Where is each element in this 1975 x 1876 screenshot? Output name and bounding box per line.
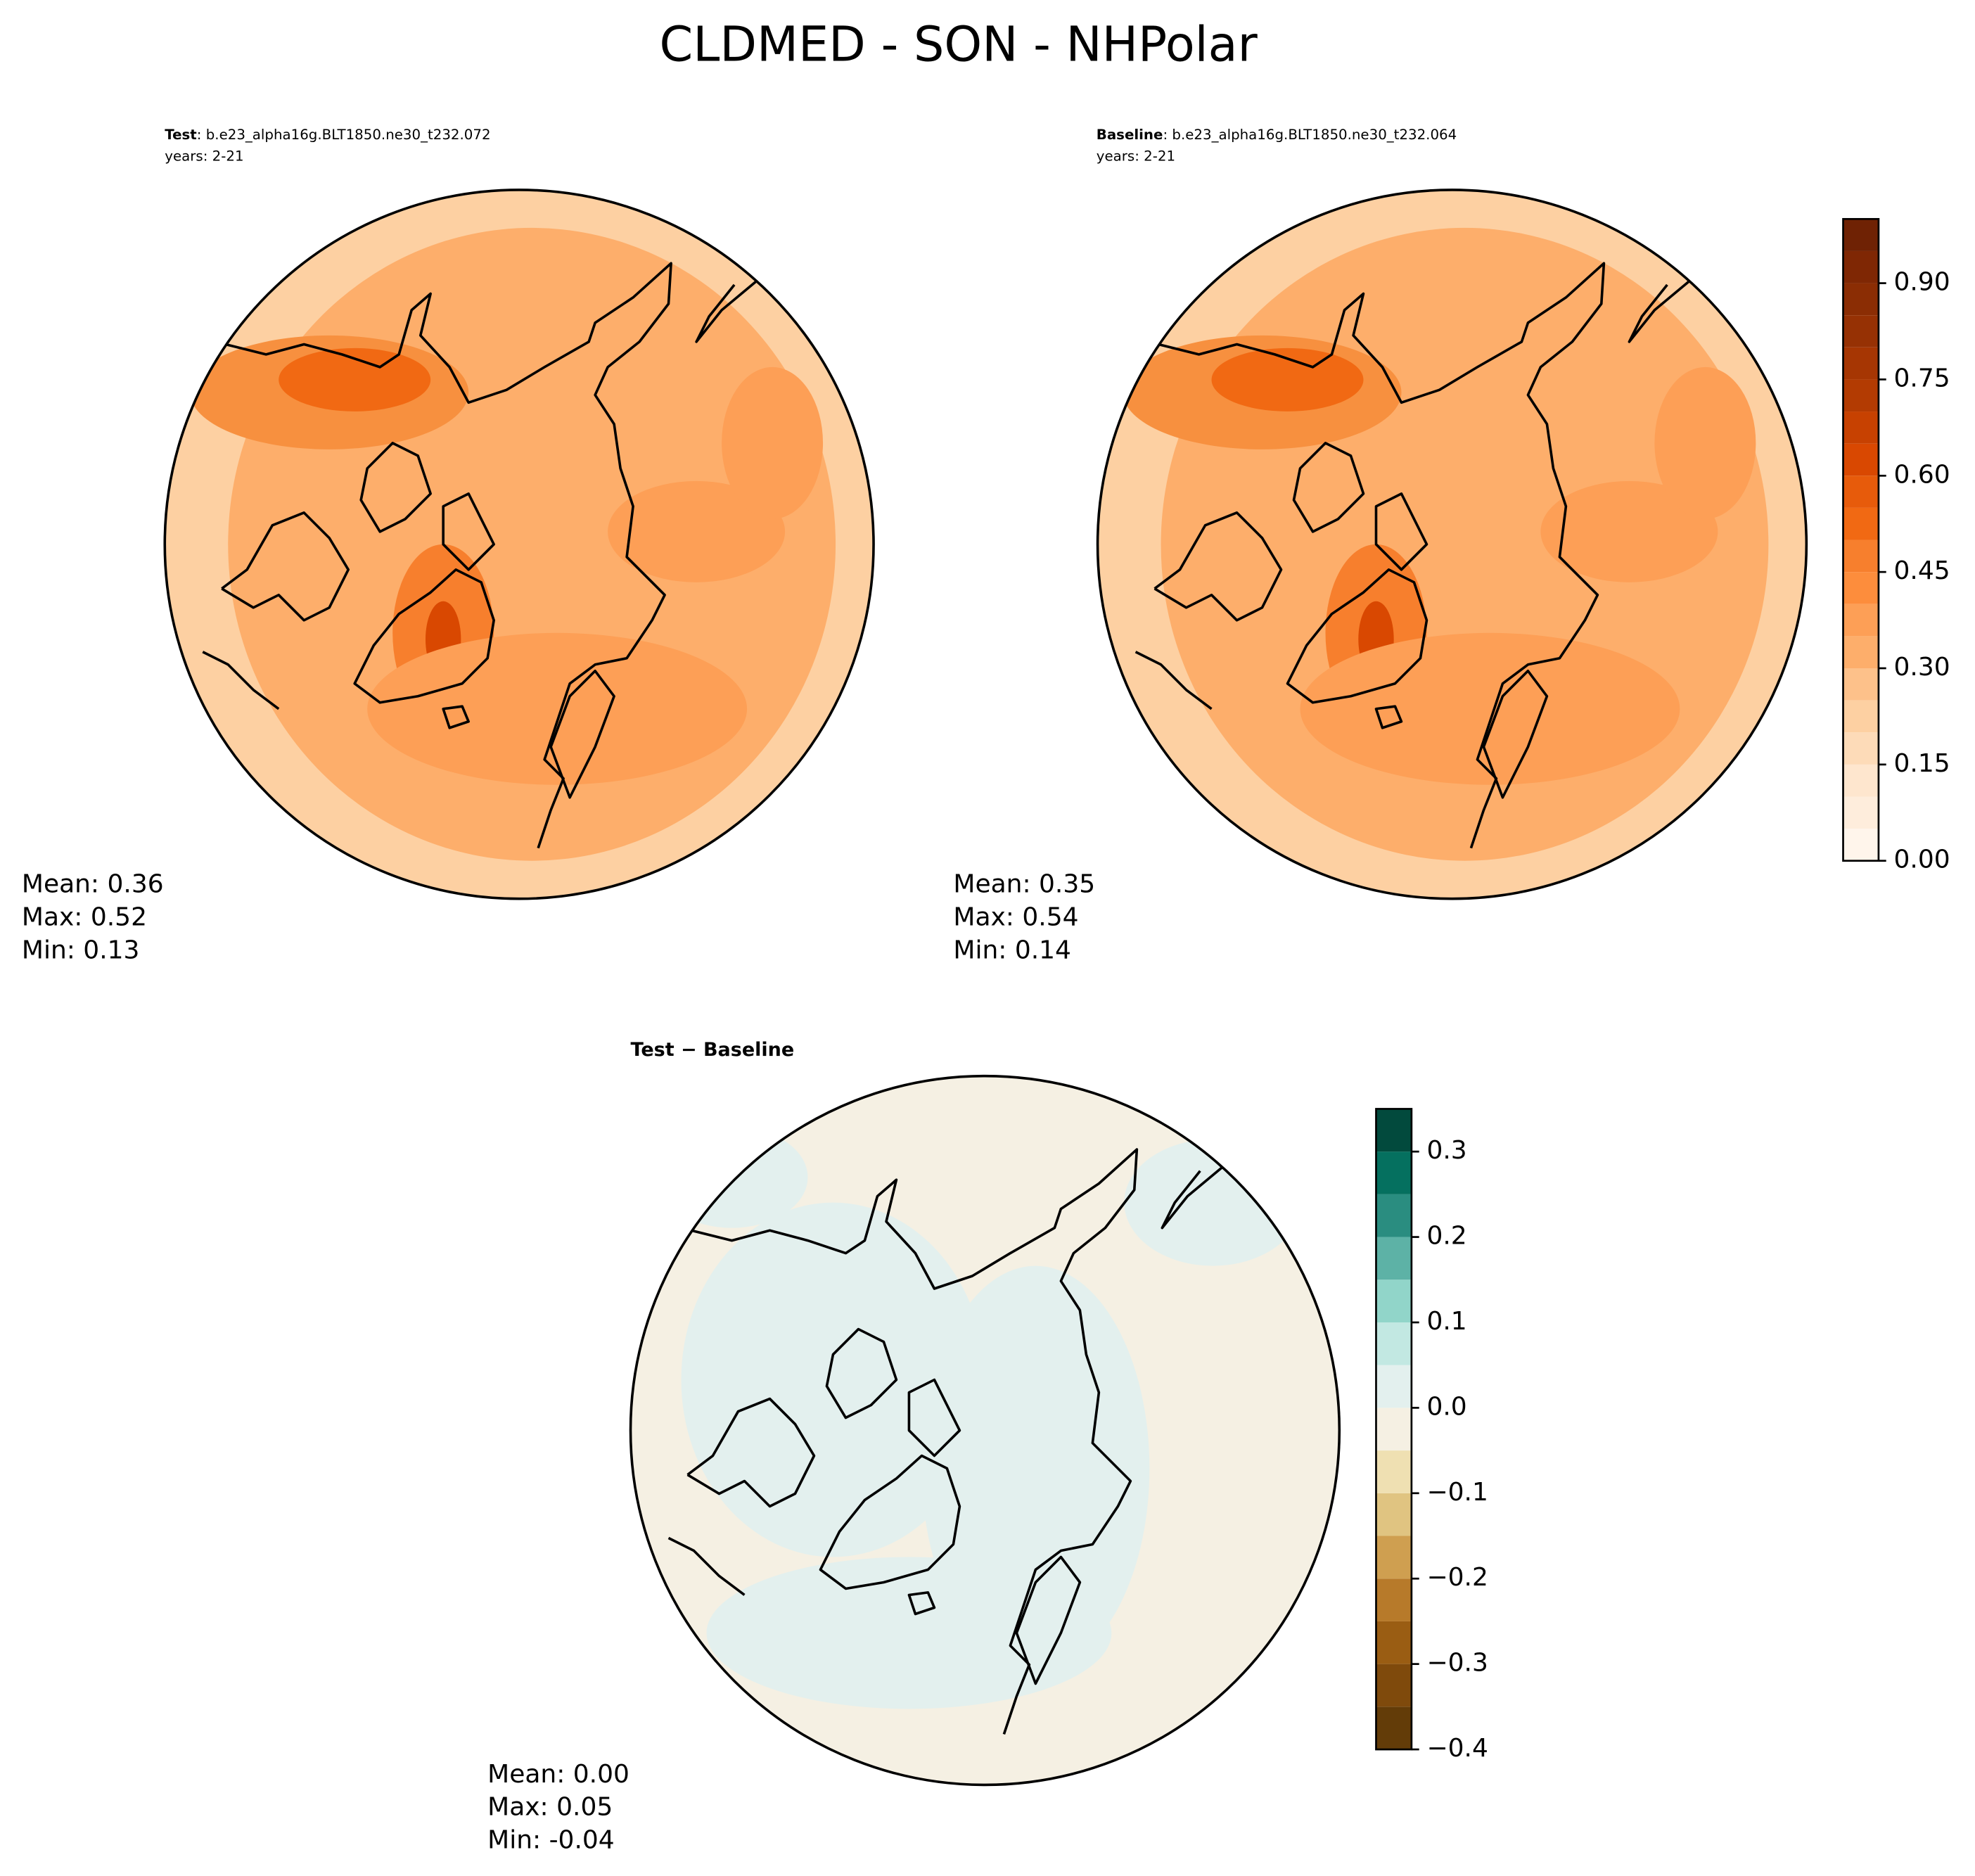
colorbar-tick-label: 0.45 xyxy=(1894,556,1950,585)
map-contour xyxy=(656,1126,808,1228)
stat-line: Max: 0.05 xyxy=(487,1793,613,1822)
map-contour xyxy=(1211,347,1364,411)
colorbar-band xyxy=(1843,764,1879,797)
map-contour xyxy=(1300,632,1680,785)
map-boundary xyxy=(163,189,875,900)
colorbar-band xyxy=(1843,604,1879,637)
colorbar-tick-label: 0.00 xyxy=(1894,846,1950,874)
colorbar-band xyxy=(1843,219,1879,251)
colorbar-frame xyxy=(1375,1108,1413,1751)
stat-line: Mean: 0.35 xyxy=(953,870,1095,899)
panel-header: Test − Baseline xyxy=(631,1039,795,1061)
colorbar-band xyxy=(1843,443,1879,476)
map-contour xyxy=(367,632,748,785)
polar-map xyxy=(1096,189,1808,900)
colorbar-band xyxy=(1843,347,1879,380)
colorbar-band xyxy=(1843,315,1879,347)
colorbar-tick-label: 0.1 xyxy=(1426,1307,1466,1336)
map-contour xyxy=(1540,480,1718,582)
map-contour xyxy=(608,480,786,582)
colorbar-band xyxy=(1376,1493,1412,1536)
stat-line: Min: 0.13 xyxy=(22,936,140,964)
map-contour xyxy=(279,347,431,411)
stat-line: Mean: 0.00 xyxy=(487,1760,629,1789)
colorbar-tick-label: 0.3 xyxy=(1426,1136,1466,1165)
case-label: Baseline xyxy=(1097,127,1163,143)
map-contour xyxy=(1654,366,1756,519)
colorbar-band xyxy=(1376,1237,1412,1280)
map-contour xyxy=(722,366,824,519)
colorbar-tick-label: 0.15 xyxy=(1894,749,1950,778)
case-name: : b.e23_alpha16g.BLT1850.ne30_t232.072 xyxy=(197,127,491,143)
colorbar-band xyxy=(1376,1408,1412,1451)
stat-line: Max: 0.52 xyxy=(22,903,147,932)
colorbar-band xyxy=(1843,700,1879,733)
colorbar-tick-label: 0.0 xyxy=(1426,1392,1466,1421)
colorbar-tick-label: −0.4 xyxy=(1426,1734,1488,1763)
colorbar-band xyxy=(1843,379,1879,412)
colorbar-band xyxy=(1376,1194,1412,1237)
colorbar-band xyxy=(1376,1450,1412,1493)
colorbar-tick-label: 0.60 xyxy=(1894,460,1950,489)
colorbar-band xyxy=(1843,411,1879,444)
stat-line: Min: 0.14 xyxy=(953,936,1071,964)
case-years: years: 2-21 xyxy=(165,148,243,165)
colorbar-band xyxy=(1376,1365,1412,1408)
polar-map xyxy=(629,1074,1341,1787)
colorbar-tick-label: −0.2 xyxy=(1426,1563,1488,1592)
colorbar-band xyxy=(1376,1151,1412,1194)
colorbar-band xyxy=(1376,1664,1412,1707)
colorbar-band xyxy=(1843,796,1879,829)
colorbar-band xyxy=(1843,636,1879,669)
colorbar-band xyxy=(1376,1536,1412,1579)
stat-line: Max: 0.54 xyxy=(953,903,1078,932)
map-boundary xyxy=(1096,189,1808,900)
stat-line: Mean: 0.36 xyxy=(22,870,164,899)
map-boundary xyxy=(629,1074,1341,1787)
colorbar-band xyxy=(1376,1621,1412,1664)
figure-title: CLDMED - SON - NHPolar xyxy=(660,17,1258,72)
colorbar-band xyxy=(1843,250,1879,283)
colorbar-band xyxy=(1843,668,1879,701)
map-field xyxy=(165,189,874,899)
colorbar-band xyxy=(1843,572,1879,604)
case-years: years: 2-21 xyxy=(1097,148,1175,165)
colorbar-band xyxy=(1843,476,1879,508)
colorbar-tick-label: −0.1 xyxy=(1426,1478,1488,1507)
map-contour xyxy=(706,1557,1112,1709)
map-field xyxy=(1097,189,1807,899)
colorbar-band xyxy=(1843,732,1879,765)
colorbar-band xyxy=(1376,1280,1412,1322)
polar-map xyxy=(163,189,875,900)
colorbar-tick-label: 0.75 xyxy=(1894,364,1950,393)
map-field xyxy=(630,1076,1340,1785)
colorbar-frame xyxy=(1842,217,1880,862)
panel-header: Test: b.e23_alpha16g.BLT1850.ne30_t232.0… xyxy=(165,127,490,143)
stat-line: Min: -0.04 xyxy=(487,1825,615,1854)
case-label: Test xyxy=(165,127,197,143)
colorbar-tick-label: −0.3 xyxy=(1426,1649,1488,1678)
colorbar-band xyxy=(1376,1578,1412,1621)
colorbar-band xyxy=(1376,1322,1412,1365)
colorbar-tick-label: 0.2 xyxy=(1426,1222,1466,1251)
colorbar-band xyxy=(1843,540,1879,573)
colorbar-tick-label: 0.90 xyxy=(1894,268,1950,297)
case-label: Test − Baseline xyxy=(631,1039,795,1061)
colorbar-band xyxy=(1376,1109,1412,1152)
panel-header: Baseline: b.e23_alpha16g.BLT1850.ne30_t2… xyxy=(1097,127,1457,143)
colorbar-band xyxy=(1843,507,1879,540)
colorbar-band xyxy=(1376,1706,1412,1750)
case-name: : b.e23_alpha16g.BLT1850.ne30_t232.064 xyxy=(1163,127,1457,143)
colorbar-tick-label: 0.30 xyxy=(1894,653,1950,682)
colorbar-band xyxy=(1843,283,1879,316)
colorbar-band xyxy=(1843,829,1879,861)
